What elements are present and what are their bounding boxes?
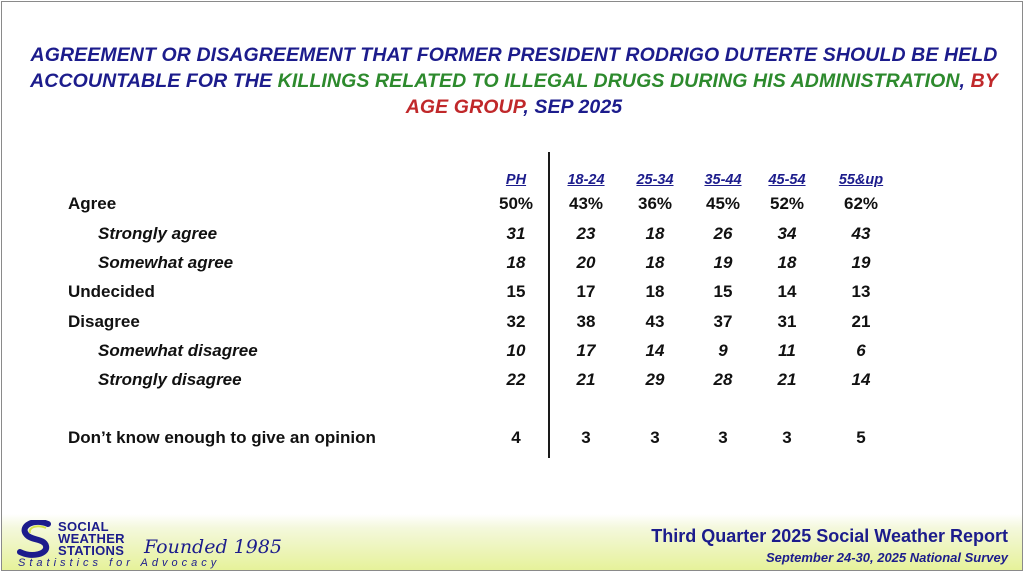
table-cell: 18 bbox=[645, 253, 665, 272]
column-header: 55&up bbox=[838, 172, 884, 188]
table-cell: 38 bbox=[576, 312, 596, 331]
tagline-text: Statistics for Advocacy bbox=[18, 557, 221, 569]
table-cell: 3 bbox=[782, 428, 792, 447]
table-cell: 37 bbox=[713, 312, 733, 331]
logo-line-stations: STATIONS bbox=[58, 543, 125, 558]
chart-title: AGREEMENT OR DISAGREEMENT THAT FORMER PR… bbox=[14, 42, 1014, 120]
table-cell: 14 bbox=[851, 370, 871, 389]
table-cell: 3 bbox=[718, 428, 728, 447]
title-part2: KILLINGS RELATED TO ILLEGAL DRUGS DURING… bbox=[277, 70, 960, 92]
sws-logo-text: SOCIAL WEATHER STATIONS bbox=[58, 519, 125, 558]
table-cell: 45% bbox=[705, 194, 741, 213]
table-cell: 26 bbox=[713, 224, 733, 243]
title-part4: BY AGE GROUP bbox=[405, 70, 998, 118]
table-cell: 15 bbox=[506, 282, 526, 301]
table-cell: 43% bbox=[568, 194, 604, 213]
table-cell: 18 bbox=[506, 253, 526, 272]
table-cell: 20 bbox=[576, 253, 596, 272]
table-cell: 10 bbox=[506, 341, 526, 360]
table-cell: 18 bbox=[645, 282, 665, 301]
table-cell: 32 bbox=[506, 312, 526, 331]
row-label: Don’t know enough to give an opinion bbox=[68, 428, 376, 447]
table-cell: 4 bbox=[511, 428, 521, 447]
table-cell: 36% bbox=[637, 194, 673, 213]
row-label: Somewhat disagree bbox=[98, 341, 258, 360]
footer-band: SOCIAL WEATHER STATIONS Founded 1985 Sta… bbox=[2, 514, 1022, 570]
table-cell: 19 bbox=[851, 253, 871, 272]
table-cell: 19 bbox=[713, 253, 733, 272]
table-cell: 17 bbox=[576, 282, 596, 301]
row-label: Somewhat agree bbox=[98, 253, 234, 272]
sws-logo-icon bbox=[17, 520, 51, 558]
column-header: 25-34 bbox=[636, 172, 674, 188]
row-label: Undecided bbox=[68, 282, 155, 301]
table-cell: 6 bbox=[856, 341, 866, 360]
table-cell: 43 bbox=[851, 224, 871, 243]
title-part1: AGREEMENT OR DISAGREEMENT THAT FORMER PR… bbox=[30, 44, 998, 92]
table-cell: 22 bbox=[506, 370, 526, 389]
row-label: Disagree bbox=[68, 312, 140, 331]
table-cell: 18 bbox=[777, 253, 797, 272]
row-label: Strongly agree bbox=[98, 224, 218, 243]
survey-dates: September 24-30, 2025 National Survey bbox=[765, 550, 1008, 565]
column-divider bbox=[548, 152, 550, 458]
table-cell: 3 bbox=[581, 428, 591, 447]
table-cell: 17 bbox=[576, 341, 596, 360]
table-cell: 18 bbox=[645, 224, 665, 243]
table-cell: 23 bbox=[576, 224, 596, 243]
table-cell: 5 bbox=[856, 428, 866, 447]
table-cell: 13 bbox=[851, 282, 871, 301]
founded-text: Founded 1985 bbox=[144, 536, 283, 558]
table-cell: 14 bbox=[777, 282, 797, 301]
table-cell: 14 bbox=[645, 341, 665, 360]
table-cell: 21 bbox=[851, 312, 871, 331]
title-part3: , bbox=[959, 70, 971, 92]
table-cell: 62% bbox=[843, 194, 879, 213]
column-header: 18-24 bbox=[567, 172, 605, 188]
column-header: 35-44 bbox=[704, 172, 742, 188]
table-cell: 21 bbox=[777, 370, 797, 389]
table-cell: 29 bbox=[645, 370, 665, 389]
table-cell: 52% bbox=[769, 194, 805, 213]
logo-line-weather: WEATHER bbox=[58, 531, 125, 546]
logo-line-social: SOCIAL bbox=[58, 519, 109, 534]
table-cell: 50% bbox=[498, 194, 534, 213]
table-cell: 31 bbox=[777, 312, 797, 331]
table-cell: 31 bbox=[506, 224, 526, 243]
row-label: Agree bbox=[68, 194, 117, 213]
report-title: Third Quarter 2025 Social Weather Report bbox=[651, 526, 1008, 546]
table-cell: 9 bbox=[718, 341, 728, 360]
column-header: PH bbox=[505, 172, 527, 188]
table-cell: 34 bbox=[777, 224, 797, 243]
table-cell: 43 bbox=[645, 312, 665, 331]
table-cell: 15 bbox=[713, 282, 733, 301]
table-cell: 11 bbox=[778, 341, 796, 360]
column-header: 45-54 bbox=[768, 172, 806, 188]
table-cell: 3 bbox=[650, 428, 660, 447]
table-cell: 28 bbox=[713, 370, 733, 389]
row-label: Strongly disagree bbox=[98, 370, 242, 389]
table-cell: 21 bbox=[576, 370, 596, 389]
title-part5: , SEP 2025 bbox=[523, 96, 623, 118]
